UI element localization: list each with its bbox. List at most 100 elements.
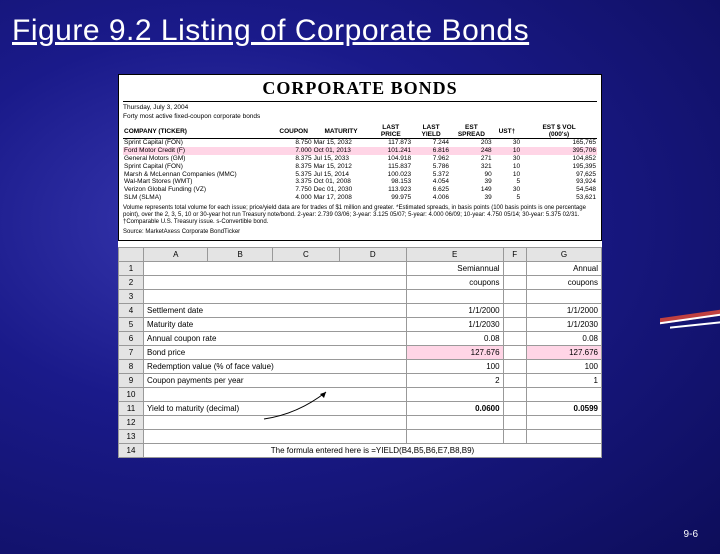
bonds-cell: 321 [450,163,493,171]
bonds-cell: 7.000 [275,147,313,155]
bonds-date: Thursday, July 3, 2004 [123,104,597,112]
bonds-cell: 7.750 [275,186,313,194]
bonds-cell: 99.975 [369,194,412,202]
sheet-cell: Redemption value (% of face value) [144,360,407,374]
sheet-cell: 1/1/2000 [526,304,601,318]
bonds-cell: 97,625 [521,171,597,179]
sheet-cell: 0.08 [406,332,503,346]
bonds-cell: 10 [493,147,521,155]
sheet-cell [144,416,407,430]
sheet-cell [503,318,526,332]
sheet-cell: 0.0599 [526,402,601,416]
bonds-cell: 10 [493,171,521,179]
bonds-cell: 115.837 [369,163,412,171]
bonds-cell: 5 [493,194,521,202]
bonds-cell: SLM (SLMA) [123,194,275,202]
sheet-cell: 1 [526,374,601,388]
bonds-row: Sprint Capital (FON)8.375Mar 15, 2012115… [123,163,597,171]
bonds-cell: Mar 15, 2012 [313,163,370,171]
bonds-row: Verizon Global Funding (VZ)7.750Dec 01, … [123,186,597,194]
sheet-cell [503,304,526,318]
bonds-cell: Ford Motor Credit (F) [123,147,275,155]
bonds-cell: 113.923 [369,186,412,194]
sheet-row: 13 [119,430,602,444]
bonds-cell: 100.023 [369,171,412,179]
sheet-row-number: 9 [119,374,144,388]
bonds-cell: 4.000 [275,194,313,202]
sheet-cell [144,262,407,276]
sheet-row-number: 13 [119,430,144,444]
bonds-cell: 5.786 [412,163,450,171]
bonds-cell: 8.375 [275,163,313,171]
bonds-cell: Jul 15, 2014 [313,171,370,179]
th-company: COMPANY (TICKER) [123,124,275,139]
slide-title: Figure 9.2 Listing of Corporate Bonds [12,14,720,48]
sheet-cell: The formula entered here is =YIELD(B4,B5… [144,444,602,458]
bonds-cell: Mar 17, 2008 [313,194,370,202]
sheet-row-number: 12 [119,416,144,430]
bonds-cell: 117.873 [369,139,412,147]
bonds-cell: 5 [493,178,521,186]
bonds-cell: 271 [450,155,493,163]
sheet-row: 11Yield to maturity (decimal)0.06000.059… [119,402,602,416]
bonds-cell: 30 [493,139,521,147]
slide-accent-underline [670,321,720,328]
bonds-cell: Oct 01, 2008 [313,178,370,186]
sheet-cell: coupons [526,276,601,290]
th-vol: EST $ VOL (000's) [521,124,597,139]
bonds-cell: 10 [493,163,521,171]
sheet-cell: 127.676 [406,346,503,360]
spreadsheet: ABCDEFG 1SemiannualAnnual2couponscoupons… [118,247,602,458]
bonds-cell: 6.625 [412,186,450,194]
bonds-cell: 104.918 [369,155,412,163]
sheet-row: 8Redemption value (% of face value)10010… [119,360,602,374]
bonds-row: SLM (SLMA)4.000Mar 17, 200899.9754.00639… [123,194,597,202]
sheet-cell [503,290,526,304]
sheet-cell: Settlement date [144,304,407,318]
sheet-row: 12 [119,416,602,430]
bonds-cell: Mar 15, 2032 [313,139,370,147]
th-coupon: COUPON [275,124,313,139]
sheet-col-header: B [208,248,272,262]
bonds-source: Source: MarketAxess Corporate BondTicker [123,229,597,236]
sheet-row-number: 5 [119,318,144,332]
bonds-cell: 203 [450,139,493,147]
sheet-cell: Bond price [144,346,407,360]
bonds-cell: 5.375 [275,171,313,179]
sheet-cell [503,402,526,416]
sheet-row-number: 4 [119,304,144,318]
sheet-row: 7Bond price127.676127.676 [119,346,602,360]
sheet-cell: 0.08 [526,332,601,346]
sheet-cell [406,416,503,430]
sheet-cell [526,430,601,444]
sheet-col-header: A [144,248,208,262]
page-number: 9-6 [684,529,698,540]
sheet-cell: 100 [526,360,601,374]
sheet-cell [144,430,407,444]
bonds-cell: 6.816 [412,147,450,155]
sheet-cell: 100 [406,360,503,374]
sheet-row: 1SemiannualAnnual [119,262,602,276]
sheet-cell [503,430,526,444]
bonds-cell: Sprint Capital (FON) [123,139,275,147]
sheet-cell [503,262,526,276]
sheet-cell [406,430,503,444]
sheet-cell: 2 [406,374,503,388]
bonds-cell: 30 [493,186,521,194]
bonds-cell: 53,621 [521,194,597,202]
corporate-bonds-clipping: CORPORATE BONDS Thursday, July 3, 2004 F… [118,74,602,241]
sheet-cell [503,346,526,360]
bonds-cell: 248 [450,147,493,155]
bonds-cell: 93,924 [521,178,597,186]
bonds-cell: 195,395 [521,163,597,171]
sheet-cell [526,388,601,402]
bonds-cell: Marsh & McLennan Companies (MMC) [123,171,275,179]
bonds-row: Marsh & McLennan Companies (MMC)5.375Jul… [123,171,597,179]
bonds-row: Sprint Capital (FON)8.750Mar 15, 2032117… [123,139,597,147]
bonds-row: Ford Motor Credit (F)7.000Oct 01, 201310… [123,147,597,155]
bonds-cell: 8.375 [275,155,313,163]
sheet-cell [503,332,526,346]
sheet-cell: Annual [526,262,601,276]
sheet-col-header: G [526,248,601,262]
sheet-cell [503,388,526,402]
